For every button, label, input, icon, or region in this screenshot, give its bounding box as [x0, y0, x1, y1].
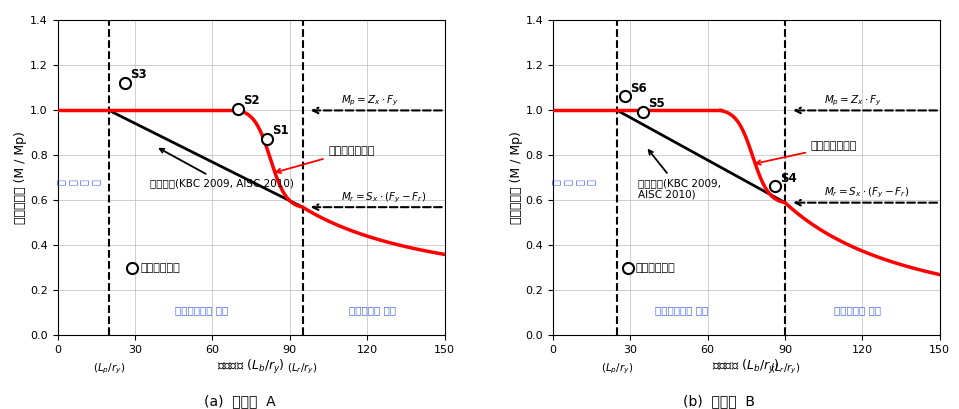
- Text: 실험계측강도: 실험계측강도: [140, 263, 180, 273]
- Text: $M_r = S_x \cdot (F_y - F_r)$: $M_r = S_x \cdot (F_y - F_r)$: [824, 186, 909, 200]
- Text: 탄성횡최굴 영역: 탄성횡최굴 영역: [833, 305, 880, 315]
- Text: S6: S6: [630, 82, 647, 95]
- Text: 비탄성횡좌굴 영역: 비탄성횡좌굴 영역: [175, 305, 228, 315]
- Text: 비탄성횡좌굴 영역: 비탄성횡좌굴 영역: [655, 305, 709, 315]
- Text: 탄성횡좌굴 영역: 탄성횡좌굴 영역: [349, 305, 396, 315]
- Text: 소
성
영
역: 소 성 영 역: [551, 180, 596, 185]
- Text: $(L_p/r_y)$: $(L_p/r_y)$: [93, 361, 126, 375]
- Text: 탄성횡좌굴강도: 탄성횡좌굴강도: [757, 142, 857, 164]
- X-axis label: 횡세장비 $(L_b/r_y)$: 횡세장비 $(L_b/r_y)$: [217, 358, 285, 376]
- Text: 소
성
영
역: 소 성 영 역: [56, 180, 101, 185]
- Text: $M_p = Z_x \cdot F_y$: $M_p = Z_x \cdot F_y$: [341, 94, 399, 108]
- Text: $(L_r/r_y)$: $(L_r/r_y)$: [288, 361, 318, 375]
- Text: 현행기준(KBC 2009,
AISC 2010): 현행기준(KBC 2009, AISC 2010): [638, 150, 721, 200]
- Text: 현행기준(KBC 2009, AISC 2010): 현행기준(KBC 2009, AISC 2010): [151, 149, 294, 188]
- Text: S5: S5: [648, 97, 665, 110]
- Text: 탄성횡좌굴강도: 탄성횡좌굴강도: [276, 146, 375, 173]
- Text: 실험계측강도: 실험계측강도: [636, 263, 675, 273]
- Text: $(L_p/r_y)$: $(L_p/r_y)$: [601, 361, 634, 375]
- Y-axis label: 모멘트강도 (M / Mp): 모멘트강도 (M / Mp): [509, 131, 523, 225]
- Text: $M_r = S_x \cdot (F_y - F_r)$: $M_r = S_x \cdot (F_y - F_r)$: [341, 191, 427, 205]
- Text: S1: S1: [271, 124, 289, 137]
- Text: $(L_r/r_y)$: $(L_r/r_y)$: [770, 361, 801, 375]
- Text: $M_p = Z_x \cdot F_y$: $M_p = Z_x \cdot F_y$: [824, 94, 881, 108]
- Y-axis label: 모멘트강도 (M / Mp): 모멘트강도 (M / Mp): [14, 131, 27, 225]
- Text: S2: S2: [244, 94, 260, 107]
- Text: S3: S3: [129, 68, 147, 81]
- Text: (b)  실험군  B: (b) 실험군 B: [683, 394, 756, 408]
- X-axis label: 횡세장비 $(L_b/r_y)$: 횡세장비 $(L_b/r_y)$: [713, 358, 781, 376]
- Text: S4: S4: [780, 172, 797, 185]
- Text: (a)  실험군  A: (a) 실험군 A: [204, 394, 275, 408]
